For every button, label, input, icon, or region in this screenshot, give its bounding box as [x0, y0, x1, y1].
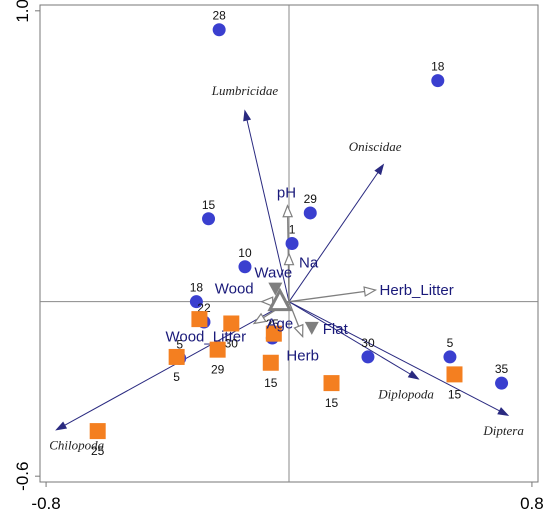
site-label: 15: [264, 376, 278, 390]
env-arrowhead: [363, 286, 378, 297]
centroid-label: Age: [267, 316, 294, 333]
site-circle: [238, 260, 252, 274]
site-circle: [495, 376, 509, 390]
site-circle: [431, 74, 445, 88]
site-square: [323, 375, 340, 392]
site-label: 35: [495, 362, 509, 376]
centroid-flat: [304, 321, 319, 335]
site-label: 5: [173, 370, 180, 384]
env-label: Herb: [286, 348, 319, 365]
site-label: 30: [361, 336, 375, 350]
env-arrowhead: [252, 312, 267, 325]
site-square: [209, 341, 226, 358]
site-label: 10: [238, 246, 252, 260]
env-arrowhead: [282, 204, 294, 218]
y-tick-label: 1.0: [13, 0, 32, 23]
env-label: pH: [277, 185, 296, 202]
taxon-label: Oniscidae: [349, 139, 402, 154]
taxon-arrowhead: [407, 370, 420, 380]
env-arrowhead: [293, 323, 304, 339]
site-circle: [212, 23, 226, 37]
site-label: 1: [289, 223, 296, 237]
taxon-arrowhead: [243, 109, 252, 122]
taxon-arrowhead: [374, 163, 385, 176]
site-square: [89, 423, 106, 440]
taxon-arrows: Lumbricidae Oniscidae Chilopoda Diplopoda Di…: [49, 83, 524, 452]
centroids: Wave Flat Age: [254, 265, 348, 338]
site-circle: [303, 206, 317, 220]
centroid-label: Wave: [254, 265, 292, 282]
centroid-age: [267, 287, 293, 312]
taxon-label: Diplopoda: [377, 387, 434, 402]
site-circle: [189, 295, 203, 309]
env-label: Wood_Litter: [165, 328, 246, 345]
site-circle: [202, 212, 216, 226]
taxon-arrow-diptera: [288, 301, 508, 416]
site-label: 15: [325, 396, 339, 410]
env-arrowhead: [283, 252, 295, 266]
site-square: [446, 366, 463, 383]
taxon-arrow-chilopoda: [56, 301, 290, 431]
centroid-wave: [268, 282, 283, 296]
site-square: [168, 348, 185, 365]
site-square: [223, 315, 240, 332]
site-square: [191, 311, 208, 328]
site-circle: [285, 237, 299, 250]
site-label: 28: [212, 9, 226, 23]
site-circle: [361, 350, 375, 364]
y-tick-label: -0.6: [13, 462, 32, 491]
site-square: [265, 325, 282, 342]
taxon-label: Chilopoda: [49, 438, 104, 453]
centroid-label: Flat: [323, 321, 349, 338]
site-label: 15: [202, 198, 216, 212]
taxon-arrow-lumbricidae: [244, 111, 290, 302]
taxon-arrow-oniscidae: [288, 164, 384, 302]
site-label: 5: [176, 337, 183, 351]
environment-arrows: pH Na Herb_Litter Wood Wood_Litter Herb: [165, 185, 453, 365]
taxon-arrow-diplopoda: [288, 301, 419, 380]
site-label: 25: [91, 444, 105, 458]
site-label: 5: [447, 336, 454, 350]
site-label: 29: [304, 192, 318, 206]
site-label: 18: [190, 281, 204, 295]
axis-ticks: -0.8 0.8 1.0 -0.6: [13, 0, 544, 513]
env-label: Herb_Litter: [380, 282, 454, 299]
x-tick-label: -0.8: [31, 494, 60, 513]
site-label: 29: [211, 363, 225, 377]
env-label: Na: [299, 255, 319, 272]
taxon-label: Diptera: [482, 423, 524, 438]
taxon-arrowhead: [55, 421, 68, 431]
taxon-arrowhead: [497, 407, 510, 416]
site-label: 18: [431, 60, 445, 74]
env-arrow-herb_litter: [288, 289, 376, 303]
taxon-label: Lumbricidae: [211, 83, 279, 98]
site-circle: [443, 350, 457, 364]
site-label: 15: [448, 387, 462, 401]
x-tick-label: 0.8: [520, 494, 544, 513]
env-label: Wood: [215, 281, 254, 298]
site-square: [262, 354, 279, 371]
site-label: 30: [225, 336, 239, 350]
